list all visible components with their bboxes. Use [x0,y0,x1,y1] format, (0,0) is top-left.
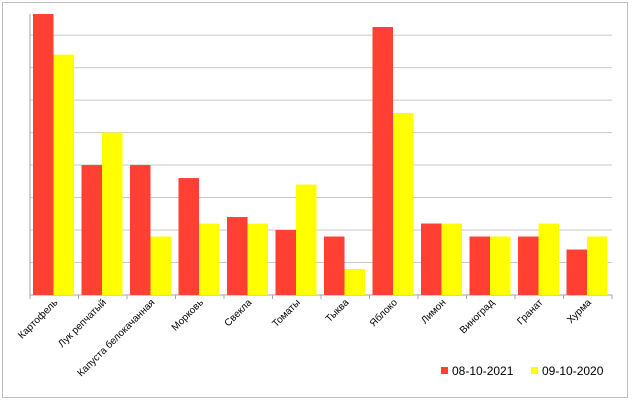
x-tick-label: Яблоко [367,296,400,329]
bar [33,14,54,295]
bar [393,113,414,295]
x-tick-label: Хурма [565,297,594,326]
x-tick-label: Лук репчатый [56,297,109,350]
bar [490,236,511,295]
x-tick-label: Виноград [458,297,497,336]
bar [587,236,608,295]
bar [566,249,587,295]
bar [344,269,365,295]
bar [538,223,559,295]
bar [150,236,171,295]
bar [178,178,199,295]
bar [518,236,539,295]
x-tick-label: Томаты [270,297,302,329]
bar [441,223,462,295]
bar [421,223,442,295]
x-tick-label: Лимон [419,297,448,326]
legend-label: 08-10-2021 [452,364,514,378]
x-tick-label: Капуста белокачанная [75,297,157,379]
bar [275,230,296,295]
bar [81,165,102,295]
bar [324,236,345,295]
bar [372,26,393,295]
bar [296,184,317,295]
bar [227,217,248,295]
bar [199,223,220,295]
bar [53,54,74,296]
bar [130,165,151,295]
bar [102,132,123,295]
legend-swatch [531,367,538,374]
x-tick-label: Свекла [223,297,255,329]
x-tick-label: Гранат [515,297,545,327]
legend-label: 09-10-2020 [542,364,604,378]
x-tick-label: Картофель [16,297,61,342]
bar [469,236,490,295]
x-tick-label: Тыква [324,297,352,325]
x-tick-label: Морковь [170,297,206,333]
legend-swatch [441,367,448,374]
bar [247,223,268,295]
